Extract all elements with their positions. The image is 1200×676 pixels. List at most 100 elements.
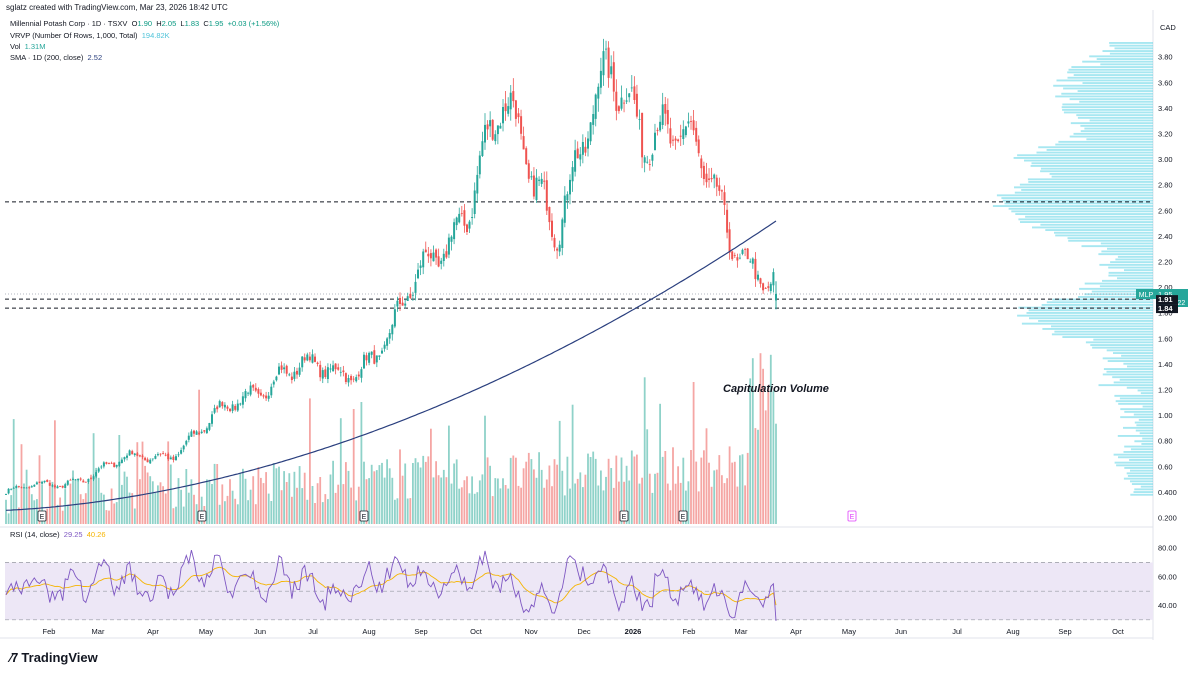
vrvp-bar — [1051, 325, 1153, 328]
candle — [108, 463, 110, 464]
volume-bar — [759, 353, 762, 524]
candle — [411, 294, 414, 296]
vrvp-bar — [1114, 47, 1153, 50]
candle — [123, 457, 126, 460]
volume-bar — [363, 461, 365, 524]
candle — [399, 298, 401, 304]
candle — [489, 120, 492, 127]
volume-bar — [46, 508, 49, 524]
candle — [105, 462, 108, 464]
volume-bar — [468, 493, 471, 524]
candle — [450, 236, 453, 242]
volume-bar — [574, 483, 576, 524]
candle — [208, 423, 211, 430]
vrvp-bar — [1102, 373, 1153, 376]
x-tick-label: Aug — [1006, 627, 1019, 636]
candle — [386, 338, 389, 346]
volume-bar — [365, 479, 368, 524]
volume-bar — [455, 459, 458, 524]
volume-bar — [133, 508, 136, 524]
candle — [100, 466, 103, 468]
candle — [514, 100, 517, 119]
vrvp-bar — [1027, 178, 1153, 181]
volume-bar — [187, 492, 190, 524]
volume-bar — [56, 504, 59, 524]
candle — [15, 485, 18, 488]
candle — [38, 481, 41, 483]
vrvp-bar — [1025, 215, 1153, 218]
volume-bar — [636, 454, 638, 524]
volume-bar — [72, 470, 74, 524]
x-tick-label: Jun — [254, 627, 266, 636]
vrvp-bar — [1038, 320, 1153, 322]
level-badge-2: 1.84 — [1158, 304, 1173, 313]
volume-bar — [195, 504, 198, 524]
vrvp-bar — [1117, 435, 1153, 437]
vrvp-bar — [1090, 344, 1153, 346]
candle — [605, 48, 607, 50]
volume-bar — [553, 459, 556, 524]
candle — [623, 102, 626, 104]
earnings-marker-label: E — [40, 514, 45, 521]
candle — [113, 462, 116, 467]
volume-bar — [757, 429, 759, 524]
volume-bar — [442, 469, 445, 524]
candle — [33, 484, 36, 487]
volume-bar — [149, 476, 152, 524]
candle — [231, 404, 234, 411]
vrvp-bar — [1106, 349, 1153, 352]
volume-bar — [334, 492, 337, 524]
volume-bar — [741, 454, 744, 524]
legend-symbol-row[interactable]: Millennial Potash Corp · 1D · TSXV O1.90… — [10, 19, 279, 28]
candle — [115, 465, 118, 467]
vrvp-bar — [1140, 485, 1153, 488]
vrvp-bar — [1117, 255, 1153, 258]
volume-bar — [677, 466, 679, 524]
candle — [126, 455, 128, 458]
legend-rsi-row[interactable]: RSI (14, close) 29.25 40.26 — [10, 530, 106, 539]
volume-bar — [337, 484, 340, 524]
volume-bar — [612, 487, 615, 524]
candle — [659, 121, 662, 131]
volume-bar — [141, 441, 144, 524]
vrvp-bar — [1135, 429, 1153, 432]
volume-bar — [623, 481, 625, 524]
vrvp-bar — [1118, 456, 1153, 459]
candle — [517, 113, 520, 118]
candle — [757, 274, 759, 280]
candle — [146, 459, 149, 463]
candle — [522, 136, 525, 150]
volume-bar — [515, 457, 517, 524]
candle — [638, 119, 641, 120]
tradingview-logo: ⁄7 TradingView — [10, 650, 98, 665]
level-badge — [1156, 304, 1178, 314]
volume-bar — [177, 478, 180, 524]
candle — [200, 431, 203, 433]
volume-bar — [316, 483, 319, 524]
legend-open-label: O — [131, 19, 138, 28]
candle — [102, 462, 105, 467]
vrvp-bar — [1067, 71, 1153, 74]
candle — [700, 158, 703, 169]
candle — [138, 455, 141, 457]
volume-bar — [252, 476, 255, 524]
vrvp-bar — [1115, 400, 1153, 403]
vrvp-bar — [1130, 448, 1153, 451]
candle — [329, 368, 332, 370]
candle — [543, 180, 546, 182]
legend-vrvp-row[interactable]: VRVP (Number Of Rows, 1,000, Total) 194.… — [10, 31, 170, 40]
legend-vol-row[interactable]: Vol 1.31M — [10, 42, 45, 51]
legend-sma-row[interactable]: SMA · 1D (200, close) 2.52 — [10, 53, 102, 62]
legend-vol-label: Vol — [10, 42, 21, 51]
volume-bar — [394, 499, 396, 524]
volume-bar — [303, 472, 306, 524]
candle — [620, 97, 623, 109]
vrvp-bar — [1040, 170, 1153, 173]
volume-bar — [731, 462, 734, 524]
vrvp-bar — [1079, 100, 1153, 103]
candle — [74, 479, 77, 481]
volume-bar — [491, 496, 494, 524]
y-tick-label: 1.40 — [1158, 360, 1173, 369]
vrvp-bar — [1036, 151, 1153, 154]
